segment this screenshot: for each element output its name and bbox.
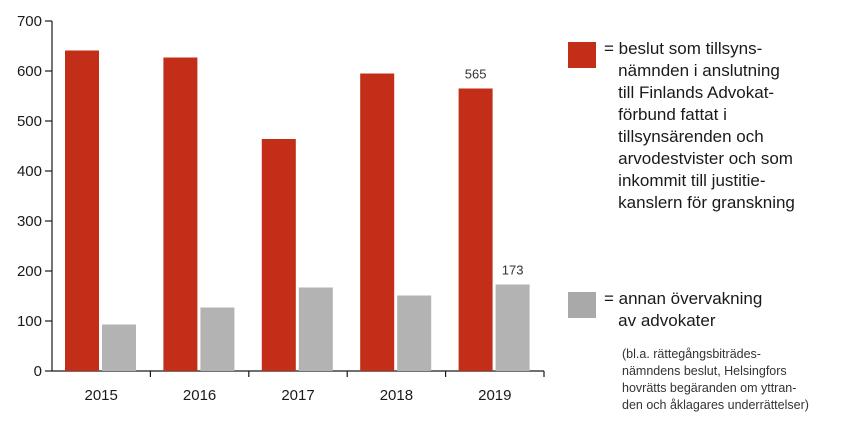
bar-annan-2016: [200, 307, 235, 371]
legend-swatch-red: [568, 42, 596, 68]
data-label-173: 173: [502, 263, 524, 278]
bar-beslut-2019: [458, 88, 493, 371]
data-label-565: 565: [465, 67, 487, 82]
x-tick-label: 2015: [85, 387, 118, 404]
legend-note: (bl.a. rättegångsbiträdes- nämndens besl…: [622, 347, 809, 412]
legend-label-beslut: = beslut som tillsyns- nämnden i anslutn…: [604, 39, 795, 212]
y-tick-label: 600: [17, 63, 42, 80]
x-axis: 2015 2016 2017 2018 2019: [52, 370, 545, 404]
y-tick-label: 400: [17, 163, 42, 180]
bar-annan-2018: [397, 295, 432, 371]
x-tick-label: 2017: [281, 387, 314, 404]
bar-annan-2015: [102, 324, 136, 371]
y-tick-label: 100: [17, 313, 42, 330]
legend-label-annan: = annan övervakning av advokater: [604, 289, 763, 330]
bar-beslut-2018: [360, 73, 395, 371]
y-tick-label: 700: [17, 13, 42, 30]
bar-beslut-2017: [261, 139, 296, 371]
bar-beslut-2016: [163, 57, 198, 371]
x-tick-label: 2018: [380, 387, 413, 404]
bar-annan-2019: [495, 284, 530, 371]
bar-annan-2017: [298, 287, 333, 371]
x-tick-label: 2016: [183, 387, 216, 404]
y-tick-label: 500: [17, 113, 42, 130]
legend-swatch-gray: [568, 292, 596, 318]
y-tick-label: 0: [34, 363, 42, 380]
y-axis: 0 100 200 300 400 500 600 700: [17, 13, 53, 380]
data-labels: 565 173: [465, 67, 524, 278]
x-tick-label: 2019: [478, 387, 511, 404]
bar-beslut-2015: [65, 50, 99, 371]
y-tick-label: 200: [17, 263, 42, 280]
bars: [65, 50, 530, 371]
y-tick-label: 300: [17, 213, 42, 230]
